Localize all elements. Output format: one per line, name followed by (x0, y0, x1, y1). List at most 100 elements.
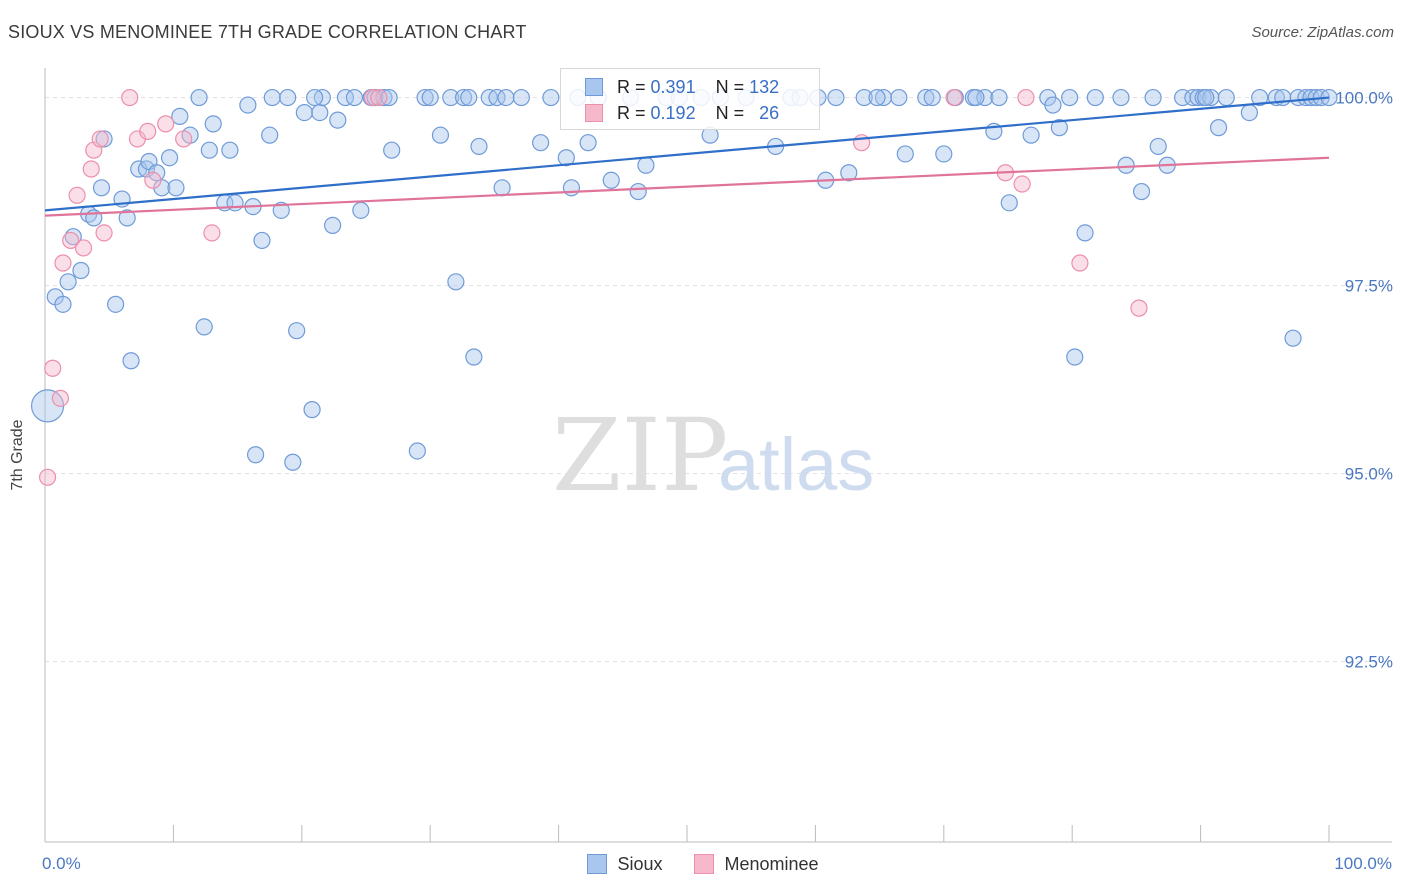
menominee-trend-line (44, 156, 1330, 217)
sioux-point (246, 446, 265, 464)
sioux-point (295, 103, 313, 122)
sioux-point (263, 88, 281, 107)
sioux-point (1209, 119, 1228, 137)
sioux-point (1000, 194, 1018, 212)
sioux-point (336, 88, 355, 107)
sioux-point (195, 318, 213, 336)
sioux-point (408, 442, 426, 460)
sioux-point (465, 348, 483, 366)
sioux-point (447, 273, 465, 291)
sioux-point (383, 141, 401, 159)
menominee-point (139, 122, 157, 140)
y-tick-label: 100.0% (1335, 89, 1393, 108)
sioux-point (562, 179, 581, 197)
sioux-point (1061, 88, 1079, 107)
sioux-point (840, 164, 858, 182)
legend-item-menominee[interactable]: Menominee (694, 853, 819, 875)
sioux-point (279, 88, 297, 107)
chart-title: SIOUX VS MENOMINEE 7TH GRADE CORRELATION… (8, 22, 527, 42)
legend-row-sioux: R = 0.391 N = 132 (585, 75, 779, 99)
sioux-point (493, 179, 511, 197)
sioux-point (1132, 182, 1151, 201)
sioux-point (579, 134, 597, 152)
sioux-point (967, 88, 985, 107)
sioux-point (1144, 88, 1162, 107)
sioux-point (122, 352, 140, 370)
source-label: Source: ZipAtlas.com (1251, 24, 1394, 41)
sioux-point (1284, 329, 1302, 347)
sioux-point (118, 209, 136, 227)
sioux-point (1066, 348, 1084, 366)
sioux-point (1050, 119, 1068, 137)
sioux-trend-line (44, 96, 1330, 212)
sioux-point (167, 179, 185, 197)
sioux-point (171, 107, 189, 125)
sioux-point (107, 295, 125, 313)
sioux-point (1197, 88, 1215, 107)
sioux-point (352, 201, 370, 219)
sioux-point (442, 88, 460, 107)
menominee-point (945, 88, 963, 107)
stats-legend: R = 0.391 N = 132 R = 0.192 N = 26 (560, 68, 820, 130)
sioux-point (416, 88, 434, 107)
n-label: N = (715, 76, 745, 97)
sioux-point (1251, 88, 1269, 107)
sioux-point (1076, 224, 1094, 242)
sioux-point (306, 88, 324, 107)
sioux-point (890, 88, 908, 107)
sioux-point (976, 88, 994, 107)
menominee-point (44, 359, 62, 377)
sioux-point (460, 88, 478, 107)
menominee-point (95, 224, 113, 242)
sioux-point (990, 88, 1008, 107)
r-label: R = (617, 102, 646, 123)
menominee-point (51, 389, 70, 407)
menominee-point (38, 468, 57, 486)
menominee-point (74, 239, 93, 257)
sioux-point (311, 103, 329, 122)
sioux-point (470, 137, 488, 156)
watermark-atlas: atlas (718, 423, 874, 506)
sioux-point (190, 88, 208, 107)
y-tick-label: 95.0% (1345, 465, 1393, 484)
sioux-point (303, 401, 321, 419)
menominee-point (1017, 88, 1035, 107)
sioux-point (454, 88, 473, 107)
sioux-point (855, 88, 873, 107)
sioux-point (557, 149, 575, 167)
trend-lines (44, 96, 1330, 217)
menominee-point (370, 88, 388, 107)
menominee-legend-swatch (694, 854, 715, 874)
menominee-legend-label: Menominee (724, 853, 819, 874)
sioux-point (923, 88, 941, 107)
sioux-point (261, 126, 279, 144)
sioux-swatch (585, 78, 603, 96)
axes (44, 68, 1392, 843)
menominee-point (68, 186, 86, 204)
sioux-point (288, 322, 306, 340)
menominee-point (121, 88, 139, 107)
n-value: 26 (759, 102, 780, 123)
sioux-point (1044, 96, 1062, 114)
sioux-point (629, 182, 647, 201)
y-tick-label: 97.5% (1345, 277, 1393, 296)
sioux-point (54, 295, 72, 313)
sioux-point (160, 149, 179, 167)
n-label: N = (715, 102, 745, 123)
sioux-point (324, 216, 342, 234)
sioux-point (345, 88, 364, 107)
sioux-point (827, 88, 845, 107)
sioux-point (542, 88, 560, 107)
sioux-legend-swatch (587, 854, 608, 874)
r-value: 0.192 (650, 102, 696, 123)
legend-item-sioux[interactable]: Sioux (587, 854, 662, 875)
menominee-points (38, 88, 1148, 486)
watermark-zip: ZIP (552, 397, 728, 514)
y-tick-label: 92.5% (1345, 653, 1393, 672)
menominee-point (157, 115, 175, 133)
menominee-point (1013, 175, 1031, 193)
series-legend: Sioux Menominee (0, 851, 1406, 877)
r-value: 0.391 (650, 76, 696, 97)
sioux-point (512, 88, 530, 107)
